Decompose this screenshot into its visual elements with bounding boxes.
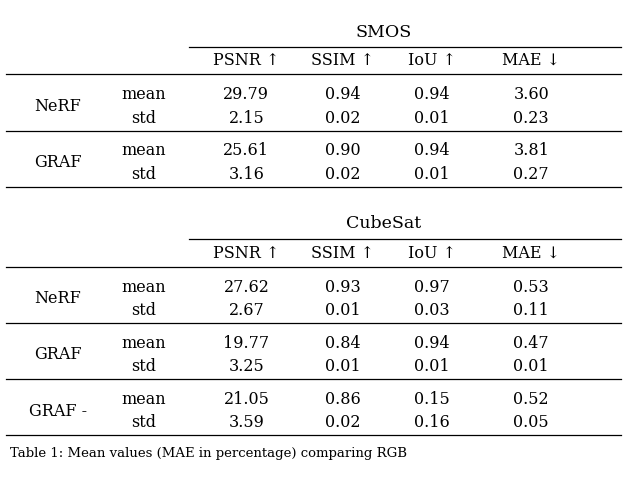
Text: std: std (131, 302, 157, 319)
Text: 0.94: 0.94 (414, 142, 450, 159)
Text: 3.81: 3.81 (513, 142, 549, 159)
Text: NeRF: NeRF (34, 290, 81, 308)
Text: MAE ↓: MAE ↓ (502, 52, 560, 69)
Text: IoU ↑: IoU ↑ (408, 245, 456, 262)
Text: 0.94: 0.94 (414, 335, 450, 352)
Text: 3.25: 3.25 (228, 358, 264, 375)
Text: 21.05: 21.05 (223, 391, 269, 408)
Text: 0.90: 0.90 (324, 142, 360, 159)
Text: 0.97: 0.97 (414, 279, 450, 296)
Text: 19.77: 19.77 (223, 335, 269, 352)
Text: PSNR ↑: PSNR ↑ (213, 245, 280, 262)
Text: IoU ↑: IoU ↑ (408, 52, 456, 69)
Text: 0.16: 0.16 (414, 415, 450, 431)
Text: 0.84: 0.84 (324, 335, 360, 352)
Text: 2.67: 2.67 (228, 302, 264, 319)
Text: NeRF: NeRF (34, 98, 81, 115)
Text: 0.02: 0.02 (324, 166, 360, 183)
Text: SMOS: SMOS (356, 24, 412, 40)
Text: 0.01: 0.01 (414, 358, 450, 375)
Text: 0.01: 0.01 (324, 302, 360, 319)
Text: 0.86: 0.86 (324, 391, 360, 408)
Text: std: std (131, 110, 157, 127)
Text: CubeSat: CubeSat (346, 215, 422, 232)
Text: 0.94: 0.94 (324, 86, 360, 103)
Text: 0.02: 0.02 (324, 415, 360, 431)
Text: 0.05: 0.05 (513, 415, 549, 431)
Text: 0.01: 0.01 (513, 358, 549, 375)
Text: mean: mean (122, 279, 166, 296)
Text: Table 1: Mean values (MAE in percentage) comparing RGB: Table 1: Mean values (MAE in percentage)… (10, 448, 406, 460)
Text: 2.15: 2.15 (228, 110, 264, 127)
Text: 0.94: 0.94 (414, 86, 450, 103)
Text: 0.03: 0.03 (414, 302, 450, 319)
Text: 0.93: 0.93 (324, 279, 360, 296)
Text: 0.52: 0.52 (513, 391, 549, 408)
Text: 0.53: 0.53 (513, 279, 549, 296)
Text: std: std (131, 415, 157, 431)
Text: GRAF -: GRAF - (29, 403, 86, 420)
Text: std: std (131, 358, 157, 375)
Text: 27.62: 27.62 (223, 279, 269, 296)
Text: GRAF: GRAF (34, 347, 81, 363)
Text: GRAF: GRAF (34, 154, 81, 171)
Text: 3.59: 3.59 (228, 415, 264, 431)
Text: 29.79: 29.79 (223, 86, 269, 103)
Text: 0.47: 0.47 (513, 335, 549, 352)
Text: 3.60: 3.60 (513, 86, 549, 103)
Text: MAE ↓: MAE ↓ (502, 245, 560, 262)
Text: SSIM ↑: SSIM ↑ (311, 52, 374, 69)
Text: 0.11: 0.11 (513, 302, 549, 319)
Text: 0.27: 0.27 (513, 166, 549, 183)
Text: 0.23: 0.23 (513, 110, 549, 127)
Text: std: std (131, 166, 157, 183)
Text: 25.61: 25.61 (223, 142, 269, 159)
Text: 0.01: 0.01 (414, 166, 450, 183)
Text: mean: mean (122, 86, 166, 103)
Text: mean: mean (122, 335, 166, 352)
Text: 0.02: 0.02 (324, 110, 360, 127)
Text: mean: mean (122, 142, 166, 159)
Text: 3.16: 3.16 (228, 166, 264, 183)
Text: mean: mean (122, 391, 166, 408)
Text: 0.01: 0.01 (324, 358, 360, 375)
Text: PSNR ↑: PSNR ↑ (213, 52, 280, 69)
Text: 0.15: 0.15 (414, 391, 450, 408)
Text: SSIM ↑: SSIM ↑ (311, 245, 374, 262)
Text: 0.01: 0.01 (414, 110, 450, 127)
